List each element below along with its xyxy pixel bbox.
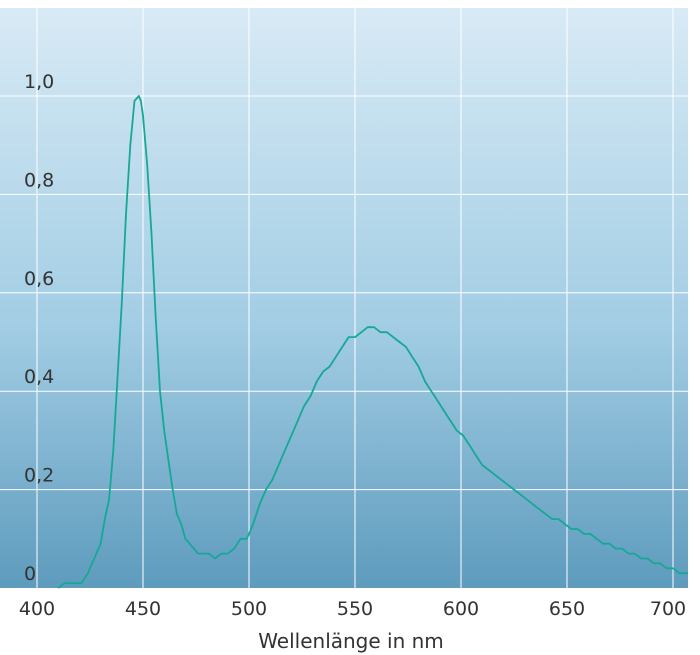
x-tick-label: 600 <box>443 598 479 620</box>
x-tick-label: 500 <box>231 598 267 620</box>
y-tick-label: 0,6 <box>24 268 54 290</box>
grid <box>0 8 688 588</box>
y-tick-label: 0,2 <box>24 465 54 487</box>
x-tick-label: 400 <box>19 598 55 620</box>
plot-area <box>0 8 688 588</box>
y-tick-label: 0,8 <box>24 169 54 191</box>
y-tick-label: 1,0 <box>24 71 54 93</box>
x-tick-labels: 400 450 500 550 600 650 700 <box>19 598 686 620</box>
x-tick-label: 550 <box>337 598 373 620</box>
x-axis-title: Wellenlänge in nm <box>258 629 444 653</box>
spectrum-series-line <box>57 95 688 589</box>
y-tick-label: 0,4 <box>24 366 54 388</box>
series-layer <box>57 95 688 589</box>
y-tick-label: 0 <box>24 563 36 585</box>
y-tick-labels: 0 0,2 0,4 0,6 0,8 1,0 <box>24 71 54 585</box>
x-tick-label: 450 <box>125 598 161 620</box>
x-tick-label: 700 <box>650 598 686 620</box>
x-tick-label: 650 <box>549 598 585 620</box>
